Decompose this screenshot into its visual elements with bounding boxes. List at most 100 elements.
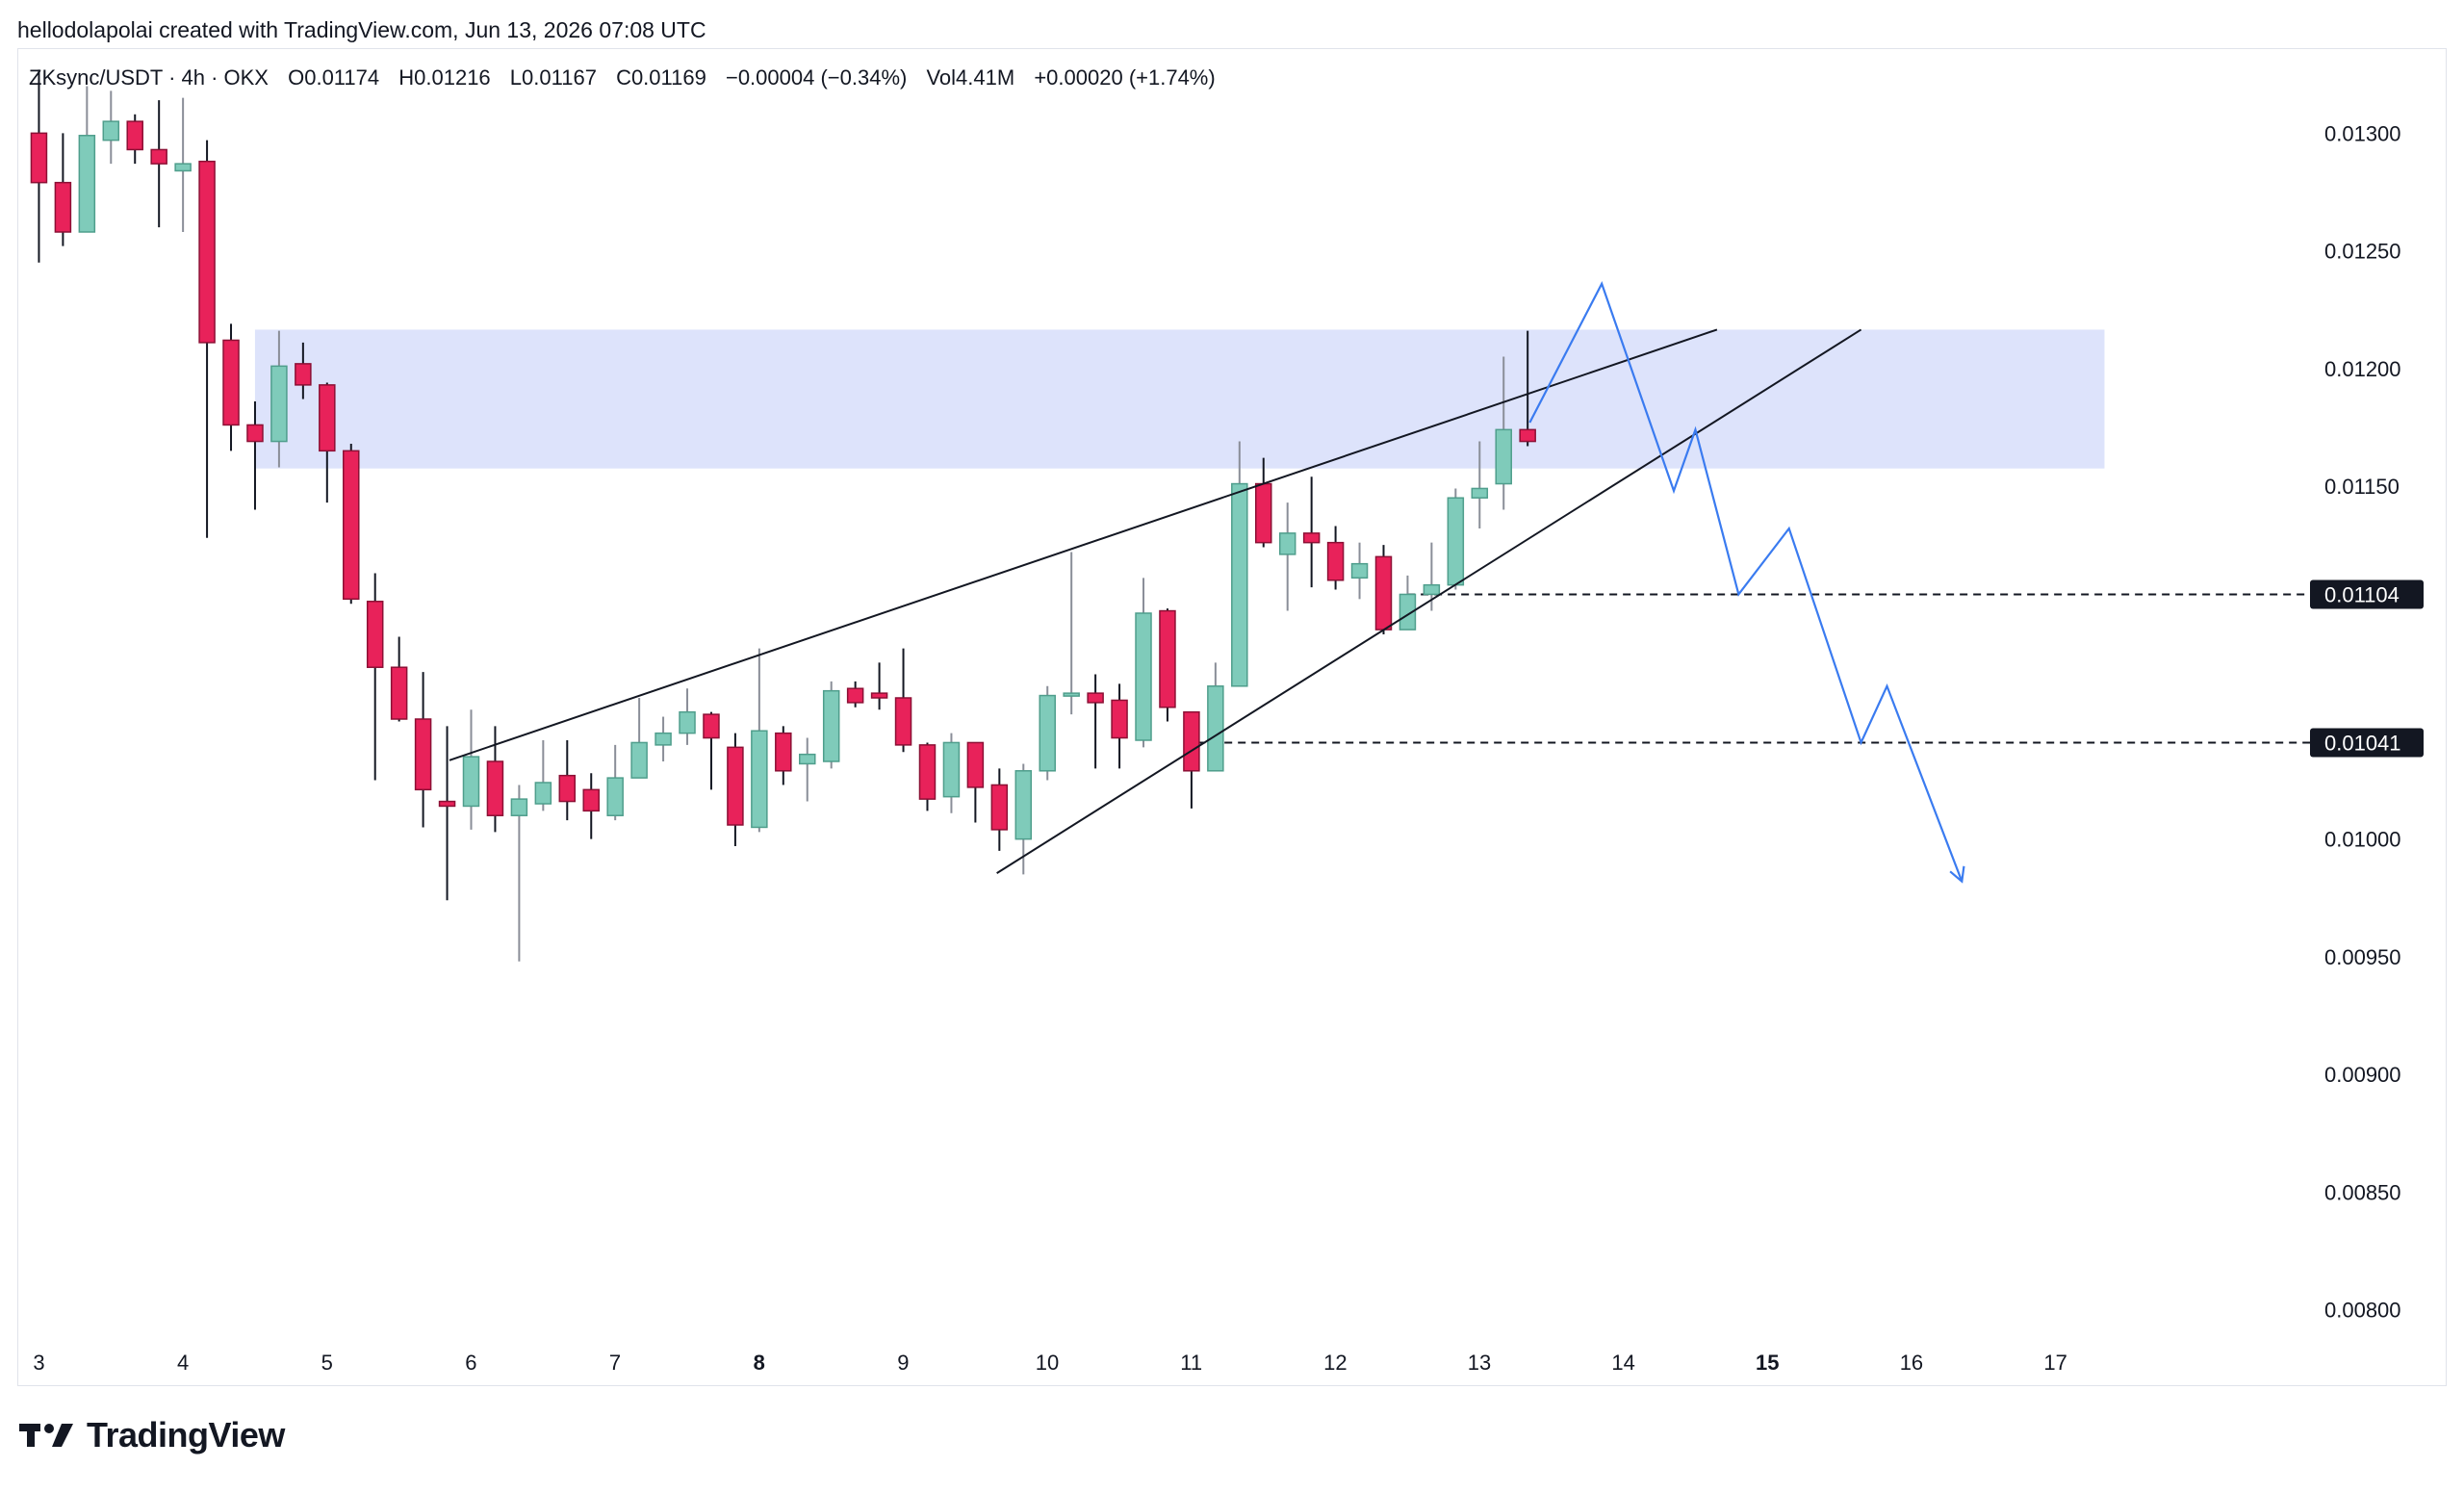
x-tick-label: 3 (33, 1351, 44, 1375)
candle[interactable] (222, 339, 240, 426)
x-tick-label: 8 (754, 1351, 765, 1375)
candle[interactable] (270, 365, 288, 443)
candle[interactable] (799, 753, 816, 765)
candle[interactable] (1519, 428, 1536, 443)
y-tick-label: 0.01250 (2324, 240, 2401, 264)
candle[interactable] (654, 732, 672, 746)
candle[interactable] (606, 777, 624, 816)
candle[interactable] (846, 687, 864, 704)
projection-path[interactable] (1528, 281, 1964, 883)
legend-low: L0.01167 (509, 65, 597, 90)
candle[interactable] (126, 120, 143, 151)
candle[interactable] (918, 744, 937, 800)
x-tick-label: 10 (1036, 1351, 1059, 1375)
candle[interactable] (990, 784, 1009, 831)
candle[interactable] (1207, 685, 1224, 772)
tradingview-brand[interactable]: TradingView (19, 1415, 285, 1455)
candle[interactable] (1135, 612, 1152, 741)
y-tick-label: 0.00900 (2324, 1063, 2401, 1087)
x-tick-label: 16 (1900, 1351, 1923, 1375)
legend-high: H0.01216 (398, 65, 491, 90)
ohlc-legend: ZKsync/USDT · 4h · OKX O0.01174 H0.01216… (29, 65, 1229, 90)
candle[interactable] (366, 601, 384, 668)
candle[interactable] (462, 756, 480, 808)
candle[interactable] (582, 788, 600, 812)
candle[interactable] (174, 163, 192, 172)
candle[interactable] (966, 741, 985, 788)
x-tick-label: 4 (177, 1351, 189, 1375)
candle[interactable] (1350, 562, 1369, 579)
y-tick-label: 0.01300 (2324, 121, 2401, 145)
candle[interactable] (390, 666, 408, 720)
candle[interactable] (870, 692, 888, 699)
candle[interactable] (1063, 692, 1080, 697)
candle[interactable] (54, 181, 72, 233)
candle[interactable] (1495, 428, 1512, 485)
x-tick-label: 14 (1611, 1351, 1634, 1375)
chart-frame (17, 48, 2447, 1386)
candle[interactable] (1471, 487, 1489, 499)
legend-volume: Vol4.41M (926, 65, 1015, 90)
candle[interactable] (438, 800, 456, 808)
candle[interactable] (295, 363, 312, 386)
candle[interactable] (775, 732, 792, 772)
candle[interactable] (1302, 532, 1321, 544)
candle[interactable] (942, 741, 961, 798)
candle[interactable] (198, 160, 216, 344)
candle[interactable] (894, 697, 912, 746)
candle[interactable] (1278, 532, 1296, 555)
candle[interactable] (78, 135, 96, 233)
candle[interactable] (1231, 482, 1248, 687)
price-tag-label: 0.01104 (2324, 582, 2400, 606)
candle[interactable] (1014, 770, 1033, 840)
x-tick-label: 15 (1756, 1351, 1779, 1375)
resistance-zone[interactable] (254, 329, 2105, 469)
candle[interactable] (534, 782, 552, 805)
y-tick-label: 0.00850 (2324, 1180, 2401, 1204)
price-tag-box (2310, 728, 2424, 758)
candle[interactable] (1159, 609, 1176, 708)
candle[interactable] (822, 689, 840, 762)
y-tick-label: 0.00800 (2324, 1299, 2401, 1323)
wedge-trendline[interactable] (449, 328, 1718, 761)
price-tag-box (2310, 579, 2424, 609)
candle[interactable] (1423, 583, 1441, 596)
legend-symbol[interactable]: ZKsync/USDT · 4h · OKX (29, 65, 269, 90)
candle[interactable] (30, 132, 48, 184)
candle[interactable] (486, 760, 504, 816)
candle[interactable] (1326, 541, 1345, 581)
y-tick-label: 0.00950 (2324, 945, 2401, 969)
candle[interactable] (102, 120, 120, 142)
candle[interactable] (1039, 694, 1056, 772)
candle[interactable] (1374, 555, 1393, 631)
candle[interactable] (1111, 699, 1128, 739)
candle[interactable] (751, 730, 768, 829)
legend-close: C0.01169 (616, 65, 706, 90)
candle[interactable] (703, 713, 720, 739)
x-tick-label: 11 (1180, 1351, 1202, 1375)
tradingview-logo-icon (19, 1424, 73, 1447)
candle[interactable] (510, 798, 528, 816)
candle[interactable] (150, 148, 167, 165)
legend-change: −0.00004 (−0.34%) (725, 65, 908, 90)
candle[interactable] (246, 424, 264, 443)
candle[interactable] (319, 384, 336, 452)
y-tick-label: 0.01150 (2324, 475, 2400, 499)
wedge-trendline[interactable] (996, 328, 1862, 874)
candle[interactable] (727, 746, 744, 826)
x-tick-label: 7 (609, 1351, 621, 1375)
candle[interactable] (414, 718, 432, 791)
x-tick-label: 17 (2043, 1351, 2066, 1375)
candle[interactable] (558, 774, 577, 803)
candle[interactable] (630, 741, 648, 779)
candle[interactable] (1447, 497, 1465, 586)
chart-caption: hellodolapolai created with TradingView.… (17, 17, 706, 42)
x-tick-label: 5 (321, 1351, 333, 1375)
candle[interactable] (1087, 692, 1104, 704)
candle[interactable] (1399, 593, 1417, 631)
candle[interactable] (679, 710, 696, 734)
candle[interactable] (1255, 482, 1272, 544)
candle[interactable] (1183, 710, 1200, 772)
candle[interactable] (343, 450, 360, 601)
